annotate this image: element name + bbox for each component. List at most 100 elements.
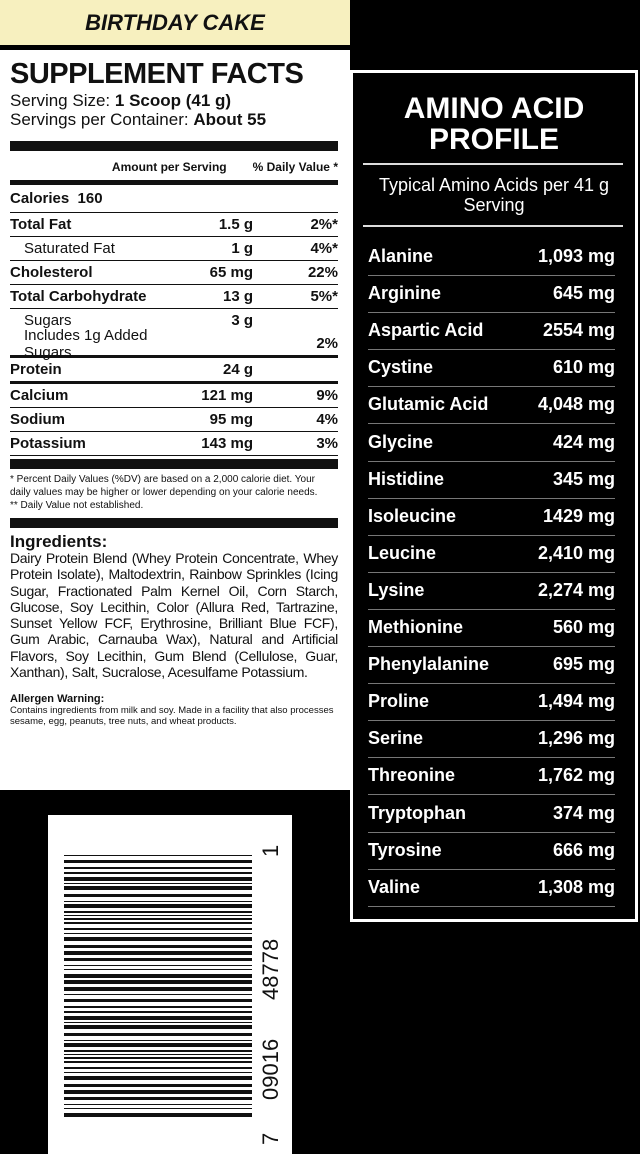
nutrient-amount: 143 mg [201, 435, 253, 452]
footnote: ** Daily Value not established. [10, 500, 144, 511]
amino-amount: 4,048 mg [537, 394, 615, 415]
nutrient-amount: 1.5 g [218, 216, 253, 233]
amino-row: Isoleucine 1429 mg [368, 498, 615, 536]
nutrient-name: Potassium [10, 435, 86, 452]
barcode-bar [64, 1040, 252, 1041]
amino-row: Cystine 610 mg [368, 349, 615, 388]
amino-name: Histidine [368, 468, 445, 489]
flavor-banner: BIRTHDAY CAKE [0, 0, 350, 45]
barcode-bar [64, 1043, 252, 1047]
barcode-bar [64, 928, 252, 930]
allergen-title: Allergen Warning: [10, 693, 105, 706]
amino-row: Proline 1,494 mg [368, 683, 615, 722]
amino-panel: AMINO ACID PROFILE Typical Amino Acids p… [350, 70, 638, 922]
barcode-bar [64, 951, 252, 955]
amino-row: Alanine 1,093 mg [368, 238, 615, 276]
amino-amount: 1,494 mg [537, 691, 615, 712]
nutrient-name: Cholesterol [10, 264, 93, 281]
nutrient-row: Total Fat 1.5 g 2%* [10, 213, 338, 237]
amino-amount: 1,296 mg [537, 728, 615, 749]
amino-amount: 1,308 mg [537, 876, 615, 897]
amino-amount: 424 mg [552, 431, 615, 452]
barcode-bar [64, 922, 252, 924]
barcode-bar [64, 1072, 252, 1073]
barcode-bar [64, 937, 252, 941]
nutrient-name: Saturated Fat [24, 240, 115, 257]
barcode-bar [64, 1076, 252, 1080]
barcode-bar [64, 987, 252, 991]
barcode-bar [64, 886, 252, 890]
amount-header: Amount per Serving [111, 160, 227, 174]
nutrient-name: Includes 1g Added Sugars [24, 326, 148, 361]
amino-row: Phenylalanine 695 mg [368, 646, 615, 685]
amino-row: Histidine 345 mg [368, 461, 615, 499]
nutrient-name: Total Carbohydrate [10, 288, 147, 305]
amino-row: Tyrosine 666 mg [368, 832, 615, 870]
barcode-digit: 09016 [258, 1038, 283, 1100]
barcode-bar [64, 1016, 252, 1020]
barcode-bar [64, 1006, 252, 1008]
serving-size: Serving Size: 1 Scoop (41 g) [10, 91, 338, 110]
nutrient-name: Protein [10, 361, 62, 378]
amino-amount: 2,410 mg [537, 542, 615, 563]
amino-row: Arginine 645 mg [368, 275, 615, 314]
nutrient-name: Sugars [24, 312, 72, 329]
barcode-bar [64, 901, 252, 902]
nutrient-dv: 2%* [310, 216, 338, 233]
barcode: 7 09016 48778 1 [48, 815, 292, 1154]
ingredients-title: Ingredients: [10, 532, 108, 551]
dv-header: % Daily Value * [252, 160, 338, 174]
nutrient-row: Potassium 143 mg 3% [10, 432, 338, 456]
nutrient-dv: 4%* [310, 240, 338, 257]
amino-amount: 695 mg [552, 654, 615, 675]
amino-amount: 1429 mg [542, 505, 615, 526]
amino-amount: 2,274 mg [537, 579, 615, 600]
amino-name: Leucine [368, 542, 437, 563]
amino-amount: 374 mg [552, 802, 615, 823]
servings: Servings per Container: About 55 [10, 110, 338, 129]
rule [363, 225, 623, 227]
nutrient-row: Sodium 95 mg 4% [10, 408, 338, 432]
barcode-bar [64, 945, 252, 948]
barcode-bar [64, 1113, 252, 1117]
amino-row: Tryptophan 374 mg [368, 795, 615, 833]
barcode-bar [64, 872, 252, 874]
barcode-bar [64, 1050, 252, 1052]
nutrient-amount: 24 g [222, 361, 253, 378]
rule [10, 459, 338, 469]
nutrient-rows: Total Fat 1.5 g 2%* Saturated Fat 1 g 4%* Chol… [10, 213, 338, 456]
column-header: Amount per Serving % Daily Value * [10, 154, 338, 185]
nutrient-dv: 9% [316, 387, 338, 404]
label: Servings per Container: [10, 110, 189, 129]
barcode-bar [64, 1011, 252, 1013]
barcode-bar [64, 1097, 252, 1100]
nutrient-name: Calcium [10, 387, 69, 404]
amino-amount: 345 mg [552, 468, 615, 489]
amino-row: Serine 1,296 mg [368, 720, 615, 759]
footnote: * Percent Daily Values (%DV) are based o… [10, 474, 318, 498]
label: Serving Size: [10, 91, 111, 110]
label: Calories [10, 190, 70, 207]
barcode-bar [64, 980, 252, 984]
barcode-bar [64, 867, 252, 869]
barcode-bar [64, 974, 252, 978]
barcode-bar [64, 915, 252, 916]
amino-amount: 1,762 mg [537, 765, 615, 786]
amino-name: Methionine [368, 617, 463, 637]
barcode-bar [64, 855, 252, 856]
amino-row: Valine 1,308 mg [368, 869, 615, 907]
rule [363, 163, 623, 165]
allergen: Contains ingredients from milk and soy. … [10, 705, 334, 728]
nutrient-amount: 1 g [231, 240, 253, 257]
amino-name: Serine [368, 728, 424, 749]
barcode-bar [64, 918, 252, 920]
barcode-bar [64, 1057, 252, 1059]
amino-title: AMINO ACID PROFILE [403, 92, 585, 156]
nutrient-row: Includes 1g Added Sugars 2% [10, 327, 338, 361]
barcode-bar [64, 911, 252, 913]
rule [10, 141, 338, 151]
amino-row: Lysine 2,274 mg [368, 572, 615, 610]
amino-name: Glutamic Acid [368, 394, 489, 415]
amino-row: Glycine 424 mg [368, 424, 615, 462]
